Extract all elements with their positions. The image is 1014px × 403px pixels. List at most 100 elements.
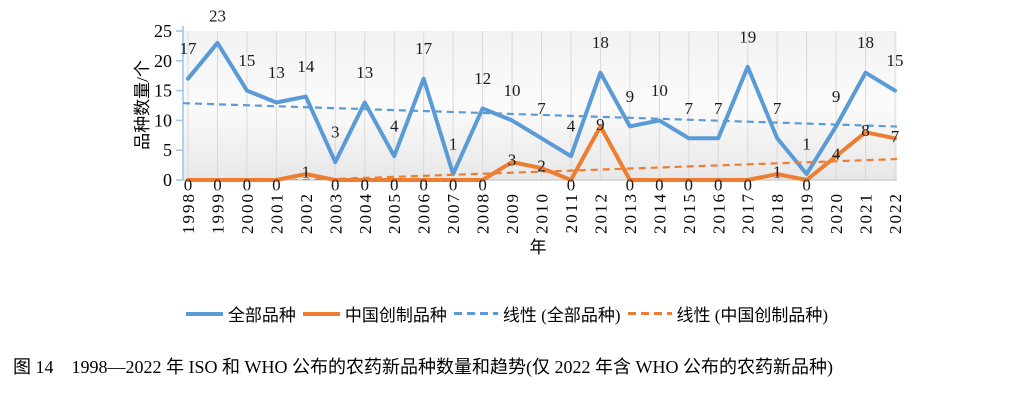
x-tick-label: 2014: [650, 192, 669, 234]
data-label-china: 9: [596, 115, 605, 134]
data-label-all: 7: [537, 99, 546, 118]
legend-item-all-varieties: 全部品种: [185, 301, 296, 326]
data-label-china: 0: [361, 176, 370, 195]
data-label-china: 0: [655, 176, 664, 195]
data-label-all: 1: [802, 135, 811, 154]
data-label-all: 12: [474, 69, 491, 88]
data-label-all: 15: [238, 51, 255, 70]
x-tick-label: 2013: [621, 192, 640, 234]
legend-swatch-2: [453, 312, 498, 315]
x-tick-label: 2020: [827, 192, 846, 234]
data-label-china: 0: [626, 176, 635, 195]
data-label-all: 17: [415, 39, 433, 58]
y-tick-label: 20: [154, 51, 172, 71]
data-label-all: 7: [685, 99, 694, 118]
data-label-all: 3: [331, 123, 340, 142]
series-line-1: [186, 124, 897, 182]
x-tick-label: 2008: [474, 192, 493, 234]
chart-legend: 全部品种 中国创制品种 线性 (全部品种) 线性 (中国创制品种): [0, 301, 1014, 326]
figure-caption: 图 14 1998—2022 年 ISO 和 WHO 公布的农药新品种数量和趋势…: [13, 357, 833, 377]
data-label-all: 13: [268, 63, 285, 82]
legend-swatch-0: [185, 311, 223, 316]
data-label-china: 0: [685, 176, 694, 195]
y-tick-label: 15: [154, 81, 172, 101]
x-tick-label: 2011: [562, 192, 581, 233]
data-label-china: 0: [213, 176, 222, 195]
legend-item-china-created: 中国创制品种: [302, 301, 447, 326]
data-label-china: 0: [802, 176, 811, 195]
data-label-china: 0: [184, 176, 193, 195]
data-label-all: 9: [832, 87, 841, 106]
data-label-all: 18: [857, 33, 874, 52]
data-label-all: 10: [504, 81, 521, 100]
data-label-china: 0: [243, 176, 252, 195]
data-label-china: 0: [449, 176, 458, 195]
data-label-all: 15: [887, 51, 904, 70]
data-label-china: 0: [272, 176, 281, 195]
data-label-all: 19: [739, 27, 756, 46]
data-label-china: 0: [419, 176, 428, 195]
x-tick-label: 2006: [415, 192, 434, 234]
x-tick-label: 1998: [179, 192, 198, 234]
x-tick-label: 2000: [238, 192, 257, 234]
x-tick-label: 1999: [208, 192, 227, 234]
data-label-all: 10: [651, 81, 668, 100]
data-label-china: 0: [714, 176, 723, 195]
legend-item-trend-china: 线性 (中国创制品种): [627, 301, 829, 326]
legend-label: 全部品种: [227, 306, 296, 325]
y-tick-label: 5: [163, 140, 172, 160]
data-label-china: 0: [743, 176, 752, 195]
x-axis-title: 年: [530, 238, 547, 257]
data-label-china: 0: [478, 176, 487, 195]
data-label-all: 13: [356, 63, 373, 82]
x-tick-label: 2021: [857, 192, 876, 234]
data-label-china: 4: [832, 145, 841, 164]
data-label-all: 9: [626, 87, 635, 106]
data-label-all: 7: [773, 99, 782, 118]
x-tick-label: 2017: [739, 192, 758, 234]
x-tick-label: 2005: [385, 192, 404, 234]
data-label-all: 17: [180, 39, 198, 58]
data-label-all: 14: [297, 57, 315, 76]
x-tick-label: 2022: [886, 192, 905, 234]
legend-swatch-1: [302, 311, 340, 316]
data-label-all: 1: [449, 135, 458, 154]
plot-area: [183, 31, 897, 180]
data-label-china: 1: [773, 163, 782, 182]
data-label-all: 4: [390, 117, 399, 136]
x-tick-label: 2018: [768, 192, 787, 234]
data-label-china: 2: [537, 157, 546, 176]
data-label-all: 18: [592, 33, 609, 52]
y-tick-label: 10: [154, 110, 172, 130]
y-axis-title: 品种数量/个: [133, 60, 152, 150]
series-line-0: [186, 40, 897, 177]
data-label-china: 1: [302, 163, 311, 182]
x-tick-label: 2015: [680, 192, 699, 234]
data-label-china: 0: [331, 176, 340, 195]
data-label-china: 3: [508, 151, 517, 170]
legend-label: 线性 (中国创制品种): [676, 306, 829, 325]
x-tick-label: 2010: [533, 192, 552, 234]
legend-label: 线性 (全部品种): [502, 306, 621, 325]
x-tick-label: 2007: [444, 192, 463, 234]
legend-label: 中国创制品种: [344, 306, 447, 325]
x-tick-label: 2012: [591, 192, 610, 234]
x-tick-label: 2003: [326, 192, 345, 234]
data-label-china: 0: [567, 176, 576, 195]
data-label-china: 8: [861, 121, 870, 140]
x-tick-label: 2019: [798, 192, 817, 234]
y-tick-label: 25: [154, 21, 172, 41]
x-tick-label: 2004: [356, 192, 375, 234]
data-label-all: 7: [714, 99, 723, 118]
y-tick-label: 0: [163, 170, 172, 190]
legend-item-trend-all: 线性 (全部品种): [453, 301, 621, 326]
data-label-china: 0: [390, 176, 399, 195]
x-tick-label: 2001: [267, 192, 286, 234]
x-tick-label: 2009: [503, 192, 522, 234]
data-label-all: 23: [209, 7, 226, 26]
data-label-all: 4: [567, 117, 576, 136]
x-tick-label: 2016: [709, 192, 728, 234]
legend-swatch-3: [627, 312, 672, 315]
